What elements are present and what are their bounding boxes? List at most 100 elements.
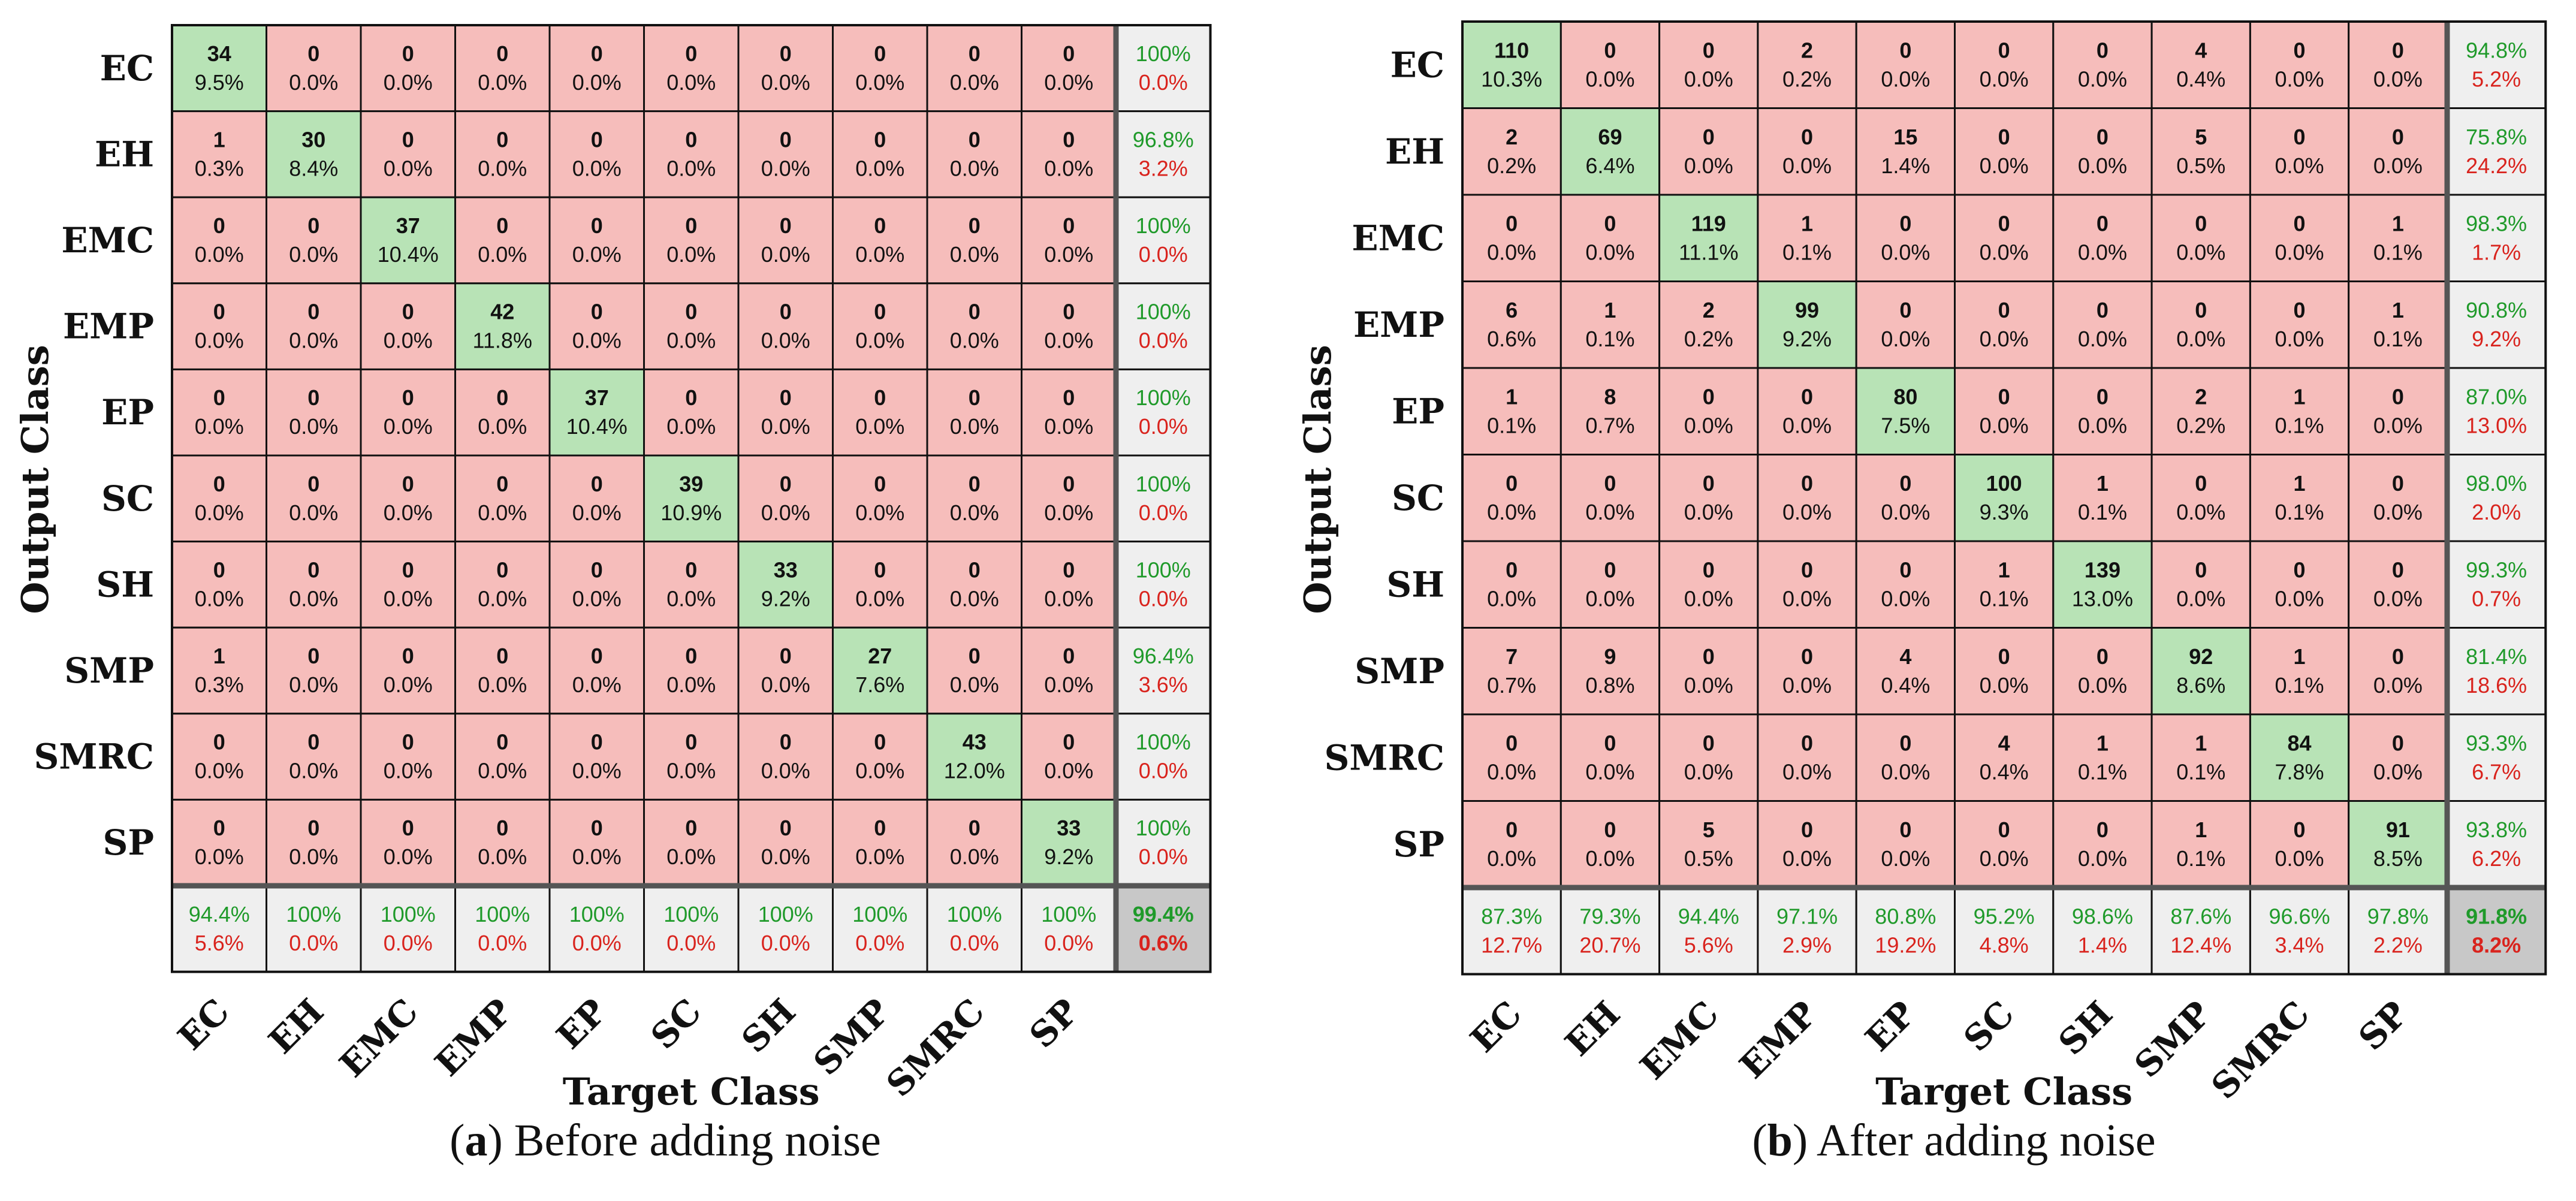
matrix-cell — [926, 24, 1022, 113]
y-tick-label: SMP — [1355, 651, 1444, 692]
matrix-cell — [548, 798, 645, 887]
cell-count: 0 — [1899, 817, 1911, 842]
col-error: 0.0% — [950, 931, 999, 955]
y-tick-label: SMP — [64, 650, 154, 691]
matrix-cell — [1954, 540, 2055, 629]
cell-count: 0 — [1998, 817, 2010, 842]
matrix-cell — [2150, 800, 2251, 889]
matrix-cell — [360, 454, 456, 543]
cell-count: 0 — [2392, 644, 2404, 669]
cell-count: 4 — [1998, 731, 2010, 755]
matrix-cell — [1021, 798, 1117, 887]
cell-count: 0 — [402, 385, 414, 410]
cell-percent: 0.0% — [289, 586, 338, 611]
matrix-cell — [171, 798, 267, 887]
matrix-cell — [1855, 627, 1956, 716]
cell-percent: 0.0% — [761, 414, 810, 439]
matrix-cell — [360, 368, 456, 457]
matrix-cell — [360, 626, 456, 715]
cell-percent: 0.0% — [1881, 500, 1930, 524]
matrix-cell — [454, 626, 551, 715]
matrix-cell — [643, 454, 740, 543]
matrix-cell — [1954, 627, 2055, 716]
matrix-cell — [360, 713, 456, 801]
row-error: 9.2% — [2472, 327, 2521, 351]
cell-percent: 0.0% — [666, 586, 716, 611]
cell-count: 99 — [1795, 298, 1819, 322]
matrix-cell — [1855, 454, 1956, 542]
row-precision: 98.3% — [2466, 211, 2527, 236]
row-precision: 100% — [1136, 213, 1191, 238]
matrix-cell — [454, 110, 551, 198]
y-tick-label: EMC — [1352, 218, 1444, 258]
cell-count: 0 — [496, 472, 508, 496]
cell-percent: 0.0% — [2275, 327, 2324, 351]
cell-count: 0 — [969, 127, 981, 152]
y-tick-label: EP — [101, 392, 154, 433]
col-error: 0.0% — [384, 931, 433, 955]
matrix-cell — [266, 626, 362, 715]
matrix-cell — [454, 541, 551, 629]
cell-count: 0 — [1801, 557, 1813, 582]
cell-percent: 0.0% — [1684, 153, 1733, 178]
matrix-cell — [266, 110, 362, 198]
matrix-cell — [2150, 367, 2251, 455]
cell-count: 0 — [1801, 644, 1813, 669]
matrix-cell — [548, 282, 645, 370]
cell-percent: 0.0% — [478, 759, 527, 783]
matrix-cell — [1757, 280, 1857, 369]
cell-percent: 0.0% — [1487, 759, 1536, 784]
cell-count: 0 — [496, 730, 508, 755]
cell-count: 2 — [1506, 125, 1518, 149]
matrix-cell — [1954, 454, 2055, 542]
cell-count: 0 — [2294, 817, 2306, 842]
cell-percent: 0.0% — [195, 328, 244, 353]
matrix-cell — [266, 713, 362, 801]
matrix-cell — [926, 368, 1022, 457]
col-summary-cell — [1021, 885, 1117, 973]
cell-percent: 0.1% — [2275, 500, 2324, 524]
cell-percent: 0.0% — [950, 156, 999, 180]
matrix-cell — [1954, 280, 2055, 369]
cell-count: 2 — [2195, 384, 2207, 409]
cell-percent: 0.0% — [289, 844, 338, 869]
matrix-cell — [643, 798, 740, 887]
matrix-cell — [737, 713, 834, 801]
cell-count: 0 — [213, 557, 225, 582]
cell-percent: 0.0% — [478, 672, 527, 697]
cell-percent: 0.0% — [572, 328, 622, 353]
matrix-cell — [1658, 454, 1759, 542]
row-summary-cell — [2446, 800, 2547, 889]
matrix-cell — [171, 626, 267, 715]
cell-count: 37 — [396, 213, 420, 238]
cell-percent: 0.2% — [2176, 413, 2225, 437]
row-summary-cell — [2446, 107, 2547, 196]
matrix-cell — [360, 24, 456, 113]
cell-count: 0 — [685, 385, 697, 410]
cell-percent: 0.0% — [1585, 759, 1634, 784]
matrix-cell — [1757, 194, 1857, 282]
row-summary-cell — [1115, 798, 1211, 887]
cell-percent: 0.0% — [384, 414, 433, 439]
cell-percent: 0.0% — [950, 328, 999, 353]
cell-percent: 0.0% — [1585, 240, 1634, 264]
cell-count: 0 — [213, 213, 225, 238]
cell-percent: 0.0% — [2373, 67, 2423, 91]
overall-error: 8.2% — [2472, 933, 2521, 957]
cell-count: 100 — [1986, 471, 2022, 496]
matrix-cell — [2150, 713, 2251, 802]
cell-percent: 0.0% — [666, 414, 716, 439]
matrix-cell — [2348, 713, 2448, 802]
cell-count: 0 — [307, 385, 319, 410]
cell-percent: 0.1% — [2176, 759, 2225, 784]
cell-percent: 0.0% — [384, 586, 433, 611]
cell-count: 0 — [1899, 557, 1911, 582]
col-recall: 100% — [852, 902, 907, 927]
cell-count: 0 — [213, 385, 225, 410]
matrix-cell — [926, 454, 1022, 543]
cell-count: 0 — [2294, 557, 2306, 582]
row-precision: 93.3% — [2466, 731, 2527, 755]
cell-count: 0 — [307, 213, 319, 238]
cell-percent: 0.0% — [1881, 67, 1930, 91]
matrix-cell — [1560, 194, 1661, 282]
